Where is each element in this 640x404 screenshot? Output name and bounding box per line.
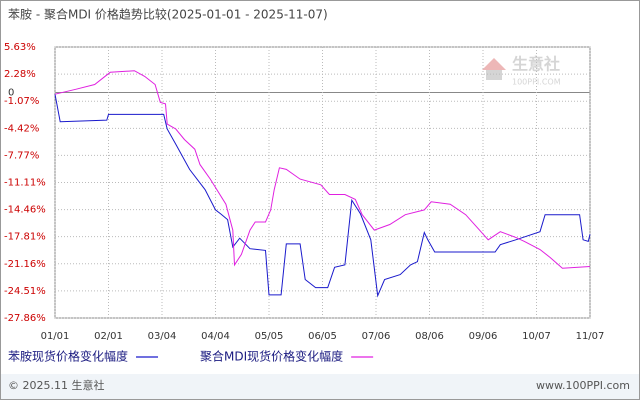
x-tick-label: 01/01	[41, 331, 70, 342]
y-tick-label: -7.77%	[4, 150, 39, 161]
logo-roof	[482, 58, 506, 70]
y-tick-label: 5.63%	[4, 42, 36, 53]
y-tick-label: -14.46%	[4, 205, 46, 216]
footer-left: © 2025.11 生意社	[8, 378, 104, 392]
watermark-site: 100PPI.COM	[512, 78, 561, 87]
x-tick-label: 02/01	[94, 331, 123, 342]
y-tick-label: -21.16%	[4, 259, 46, 270]
x-tick-label: 03/04	[148, 331, 177, 342]
y-tick-label: -11.11%	[4, 177, 46, 188]
series-line	[54, 70, 591, 269]
legend-label: 苯胺现货价格变化幅度	[8, 349, 128, 364]
y-tick-label: -1.07%	[4, 96, 39, 107]
legend-label: 聚合MDI现货价格变化幅度	[200, 349, 343, 364]
x-tick-label: 04/04	[201, 331, 230, 342]
x-tick-label: 06/05	[308, 331, 337, 342]
y-tick-label: -4.42%	[4, 123, 39, 134]
x-tick-label: 11/07	[576, 331, 605, 342]
x-tick-label: 10/07	[522, 331, 551, 342]
logo-house	[486, 70, 502, 80]
footer-right: www.100PPI.com	[536, 379, 630, 392]
x-tick-label: 05/05	[255, 331, 284, 342]
y-tick-label: -17.81%	[4, 232, 46, 243]
y-tick-label: 0	[8, 88, 14, 99]
y-tick-label: 2.28%	[4, 69, 36, 80]
x-tick-label: 08/06	[415, 331, 444, 342]
y-tick-label: -27.86%	[4, 313, 46, 324]
footer-bar	[1, 374, 639, 399]
chart-title: 苯胺 - 聚合MDI 价格趋势比较(2025-01-01 - 2025-11-0…	[8, 7, 328, 22]
watermark-name: 生意社	[512, 55, 560, 74]
y-tick-label: -24.51%	[4, 286, 46, 297]
x-tick-label: 09/06	[469, 331, 498, 342]
series-line	[54, 94, 591, 298]
x-tick-label: 07/06	[362, 331, 391, 342]
watermark: 生意社 100PPI.COM	[482, 55, 561, 87]
